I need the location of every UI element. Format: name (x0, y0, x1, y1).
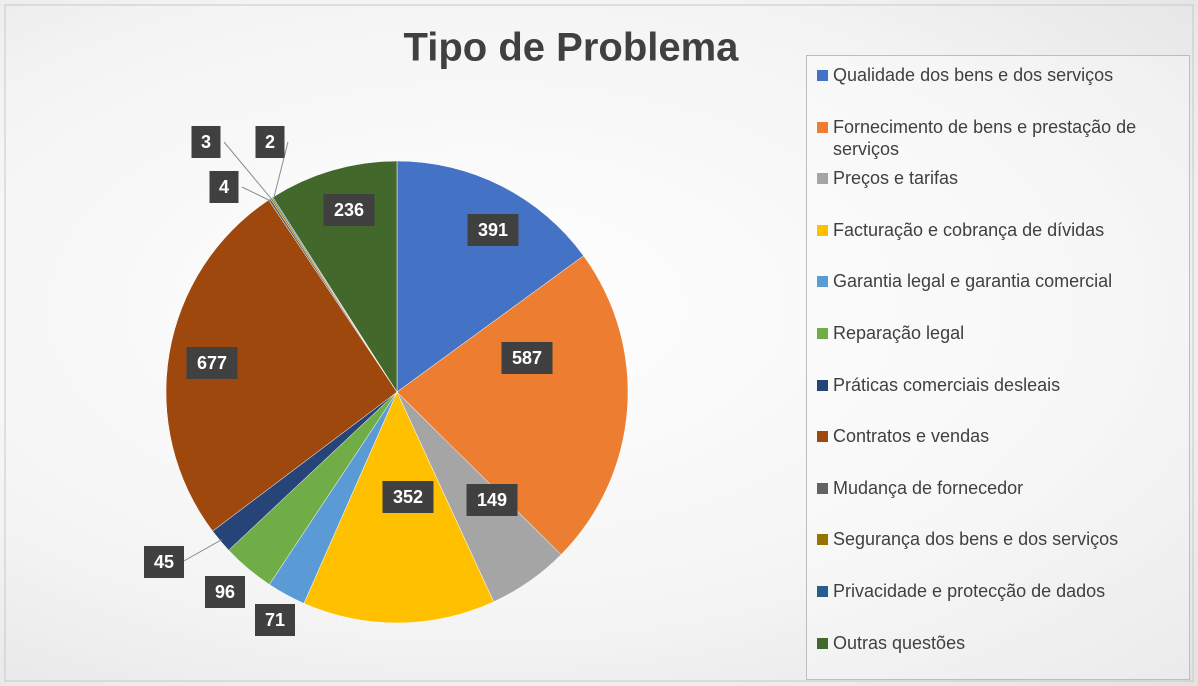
leader-line (181, 539, 223, 563)
legend-label: Outras questões (833, 632, 966, 653)
legend-swatch (817, 276, 828, 288)
legend-label: Reparação legal (833, 323, 965, 343)
data-label: 45 (154, 552, 174, 572)
legend-item: Facturação e cobrança de dívidas (817, 219, 1182, 241)
legend-item: Reparação legal (817, 322, 1182, 344)
legend-swatch (817, 431, 828, 443)
legend-item: Garantia legal e garantia comercial (817, 270, 1182, 292)
data-label: 149 (477, 490, 507, 510)
data-label: 587 (512, 348, 542, 368)
legend-label: Práticas comerciais desleais (833, 374, 1061, 395)
legend-label: Privacidade e protecção de dados (833, 581, 1106, 601)
legend-label: Mudança de fornecedor (833, 477, 1024, 498)
legend-label: Fornecimento de bens e prestação de serv… (833, 116, 1137, 159)
legend-item: Privacidade e protecção de dados (817, 580, 1182, 602)
leader-line (223, 141, 273, 201)
data-label-box (382, 481, 434, 513)
legend-item: Contratos e vendas (817, 425, 1182, 447)
legend-item: Segurança dos bens e dos serviços (817, 528, 1182, 550)
legend-swatch (817, 482, 828, 494)
data-label: 236 (334, 200, 364, 220)
data-label-box (466, 484, 518, 516)
legend-swatch (817, 224, 828, 236)
legend-label: Contratos e vendas (833, 426, 990, 447)
data-label-box (501, 342, 553, 374)
pie-slice (396, 160, 584, 393)
data-label: 4 (219, 177, 229, 197)
legend-item: Fornecimento de bens e prestação de serv… (817, 116, 1182, 160)
legend-label: Qualidade dos bens e dos serviços (833, 65, 1114, 85)
legend-label: Garantia legal e garantia comercial (833, 271, 1113, 292)
legend-swatch (817, 70, 828, 81)
data-label-box (205, 576, 245, 608)
legend-label: Segurança dos bens e dos serviços (833, 529, 1119, 550)
legend: Qualidade dos bens e dos serviços Forneci… (806, 55, 1190, 680)
legend-item: Outras questões (817, 632, 1182, 654)
legend-swatch (817, 637, 828, 649)
data-label: 352 (393, 487, 423, 507)
legend-item: Preços e tarifas (817, 167, 1182, 189)
data-label: 2 (265, 132, 275, 152)
data-label: 3 (201, 132, 211, 152)
data-label-box (467, 214, 519, 246)
legend-swatch (817, 586, 828, 597)
legend-label: Preços e tarifas (833, 168, 959, 189)
leader-line (272, 141, 289, 200)
legend-item: Práticas comerciais desleais (817, 374, 1182, 396)
legend-item: Qualidade dos bens e dos serviços (817, 64, 1182, 86)
data-label: 96 (215, 582, 235, 602)
leader-line (241, 186, 271, 202)
legend-swatch (817, 534, 828, 546)
data-label: 677 (197, 353, 227, 373)
legend-label: Facturação e cobrança de dívidas (833, 219, 1105, 240)
legend-swatch (817, 173, 828, 185)
data-label-box (209, 171, 239, 203)
chart-title: Tipo de Problema (404, 26, 740, 70)
data-label-box (255, 604, 295, 636)
data-label: 391 (478, 220, 508, 240)
legend-swatch (817, 121, 828, 133)
data-label-box (144, 546, 184, 578)
data-label-box (255, 126, 285, 158)
data-label: 71 (265, 610, 285, 630)
data-label-box (186, 347, 238, 379)
legend-swatch (817, 328, 828, 339)
data-label-box (323, 194, 375, 226)
chart-border (4, 4, 1194, 682)
pie-slice (396, 255, 629, 555)
data-label-box (191, 126, 221, 158)
legend-item: Mudança de fornecedor (817, 477, 1182, 499)
legend-swatch (817, 379, 828, 391)
pie-slice (165, 199, 398, 532)
